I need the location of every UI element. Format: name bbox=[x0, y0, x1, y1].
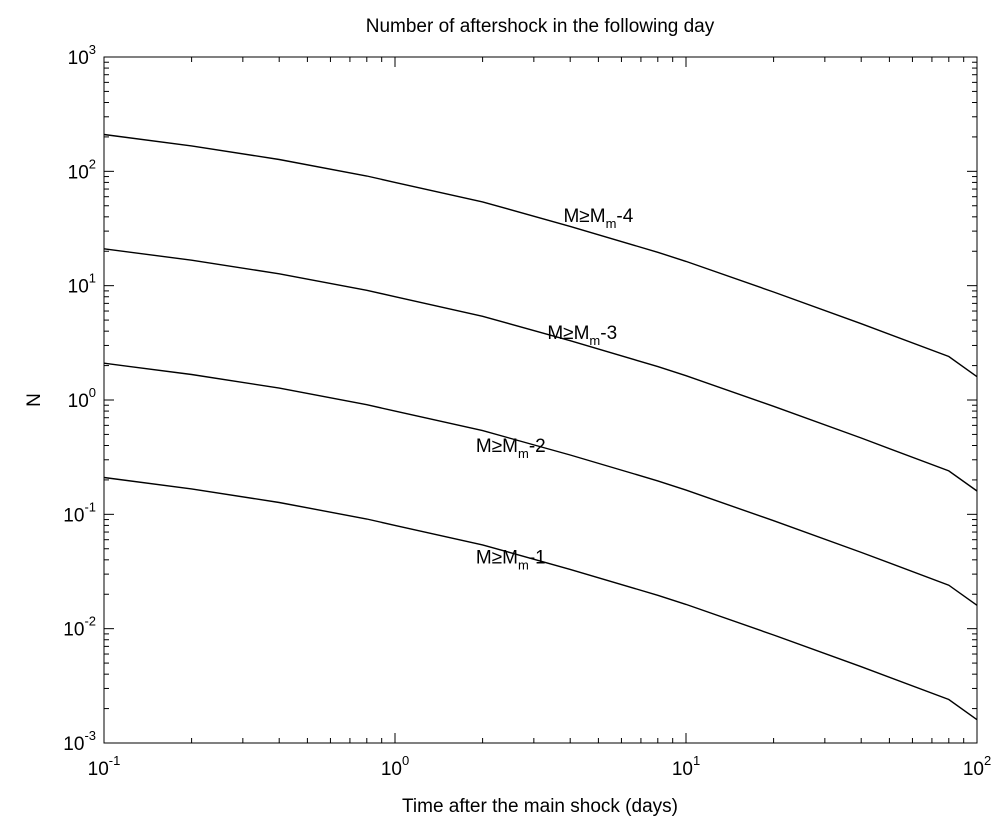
tick-exponent: 2 bbox=[984, 753, 991, 768]
tick-exponent: -1 bbox=[109, 753, 121, 768]
tick-exponent: -1 bbox=[84, 499, 96, 514]
tick-exponent: 0 bbox=[89, 385, 96, 400]
tick-base: 10 bbox=[381, 759, 402, 780]
tick-exponent: -2 bbox=[84, 614, 96, 629]
x-tick-label: 10-1 bbox=[88, 753, 121, 780]
y-tick-label: 10-3 bbox=[63, 728, 96, 755]
series-label-suffix: -2 bbox=[529, 436, 546, 457]
series-label-suffix: -3 bbox=[600, 323, 617, 344]
x-tick-label: 101 bbox=[672, 753, 700, 780]
y-tick-label: 100 bbox=[68, 385, 96, 412]
y-axis-label: N bbox=[24, 393, 45, 407]
series-label-main: M≥M bbox=[547, 323, 589, 344]
tick-base: 10 bbox=[68, 277, 89, 298]
x-tick-label: 100 bbox=[381, 753, 409, 780]
y-tick-label: 101 bbox=[68, 271, 96, 298]
series-label-3: M≥Mm-2 bbox=[476, 436, 546, 461]
y-tick-label: 10-1 bbox=[63, 499, 96, 526]
series-label-main: M≥M bbox=[563, 206, 605, 227]
tick-exponent: 1 bbox=[693, 753, 700, 768]
series-label-4: M≥Mm-1 bbox=[476, 548, 546, 573]
tick-exponent: 2 bbox=[89, 156, 96, 171]
series-label-main: M≥M bbox=[476, 436, 518, 457]
tick-base: 10 bbox=[672, 759, 693, 780]
tick-base: 10 bbox=[68, 48, 89, 69]
x-tick-labels: 10-1 100 101 102 bbox=[88, 753, 992, 780]
series-label-subscript: m bbox=[606, 216, 617, 231]
chart-title: Number of aftershock in the following da… bbox=[366, 16, 715, 37]
series-label-suffix: -1 bbox=[529, 548, 546, 569]
tick-base: 10 bbox=[63, 620, 84, 641]
x-tick-label: 102 bbox=[963, 753, 991, 780]
tick-exponent: 0 bbox=[402, 753, 409, 768]
series-label-subscript: m bbox=[518, 446, 529, 461]
tick-base: 10 bbox=[68, 162, 89, 183]
tick-exponent: 1 bbox=[89, 271, 96, 286]
y-tick-label: 102 bbox=[68, 156, 96, 183]
axis-ticks bbox=[103, 56, 978, 744]
series-label-1: M≥Mm-4 bbox=[563, 206, 633, 231]
tick-base: 10 bbox=[68, 391, 89, 412]
series-lines bbox=[103, 133, 978, 721]
series-line-1 bbox=[103, 133, 978, 378]
series-line-3 bbox=[103, 362, 978, 606]
series-label-main: M≥M bbox=[476, 548, 518, 569]
tick-base: 10 bbox=[963, 759, 984, 780]
y-tick-label: 103 bbox=[68, 42, 96, 69]
tick-base: 10 bbox=[63, 505, 84, 526]
series-label-suffix: -4 bbox=[616, 206, 633, 227]
tick-exponent: 3 bbox=[89, 42, 96, 57]
tick-base: 10 bbox=[63, 734, 84, 755]
series-line-4 bbox=[103, 476, 978, 721]
series-label-2: M≥Mm-3 bbox=[547, 323, 617, 348]
tick-base: 10 bbox=[88, 759, 109, 780]
series-labels: M≥Mm-4M≥Mm-3M≥Mm-2M≥Mm-1 bbox=[476, 206, 634, 573]
x-axis-label: Time after the main shock (days) bbox=[402, 796, 678, 817]
y-tick-label: 10-2 bbox=[63, 614, 96, 641]
series-label-subscript: m bbox=[589, 333, 600, 348]
series-line-2 bbox=[103, 248, 978, 492]
plot-area bbox=[103, 56, 978, 744]
tick-exponent: -3 bbox=[84, 728, 96, 743]
series-label-subscript: m bbox=[518, 558, 529, 573]
